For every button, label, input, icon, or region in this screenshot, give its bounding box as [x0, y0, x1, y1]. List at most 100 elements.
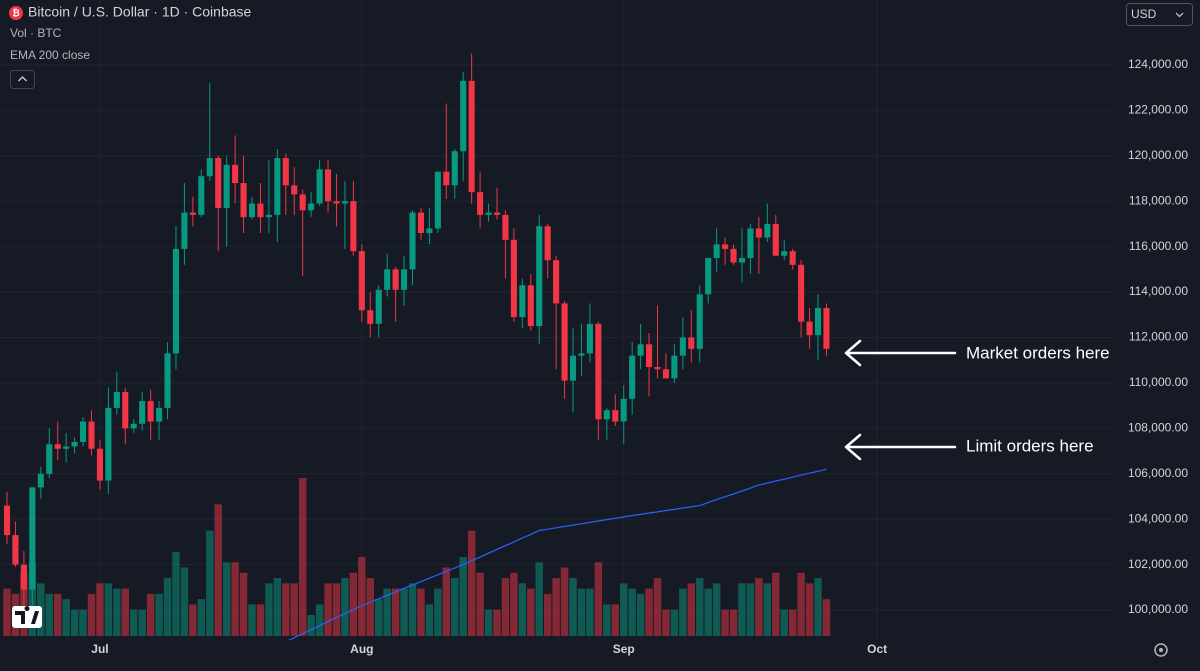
- volume-bar: [172, 551, 180, 636]
- volume-bar: [552, 578, 560, 636]
- candle-body: [679, 337, 686, 356]
- candle-body: [409, 212, 416, 270]
- candle-body: [798, 264, 805, 322]
- volume-bar: [239, 572, 248, 636]
- candle-body: [536, 226, 543, 327]
- candle-body: [637, 344, 644, 356]
- y-tick-label: 110,000.00: [1129, 375, 1188, 389]
- volume-bar: [543, 593, 552, 636]
- candle-body: [232, 164, 239, 184]
- candle-body: [789, 251, 796, 265]
- candle-body: [612, 410, 619, 422]
- volume-bar: [535, 562, 543, 636]
- volume-bar: [603, 604, 611, 636]
- volume-bar: [577, 588, 586, 636]
- candle-body: [274, 158, 281, 215]
- volume-bar: [442, 567, 451, 636]
- volume-bar: [391, 588, 400, 636]
- candle-body: [308, 203, 315, 211]
- symbol-icon: [9, 6, 23, 20]
- y-tick-label: 124,000.00: [1128, 57, 1188, 71]
- candle-body: [37, 473, 44, 488]
- brand-logo: [12, 606, 42, 628]
- currency-select[interactable]: [1126, 3, 1193, 26]
- volume-bar: [282, 583, 290, 636]
- volume-bar: [273, 578, 282, 636]
- candle-body: [755, 228, 762, 238]
- annotation: Limit orders here: [966, 436, 1094, 455]
- candle-body: [164, 353, 171, 408]
- volume-bar: [493, 609, 501, 636]
- candle-body: [54, 444, 61, 449]
- candle-body: [240, 183, 247, 218]
- volume-bar: [248, 604, 256, 636]
- candle-body: [553, 260, 560, 304]
- candle-body: [367, 310, 374, 324]
- candle-body: [46, 444, 53, 474]
- candle-body: [629, 355, 636, 399]
- volume-bar: [298, 478, 307, 636]
- settings-button[interactable]: [1154, 643, 1168, 657]
- candle-body: [316, 169, 323, 204]
- collapse-button[interactable]: [10, 70, 35, 89]
- candle-body: [460, 80, 467, 152]
- candle-body: [561, 303, 568, 381]
- volume-bar: [146, 593, 155, 636]
- candle-pane: [3, 53, 830, 620]
- volume-bar: [746, 583, 755, 636]
- volume-pane: [3, 478, 831, 636]
- volume-bar: [459, 557, 467, 636]
- candle-body: [747, 228, 754, 258]
- candle-body: [257, 203, 264, 218]
- volume-bar: [70, 609, 79, 636]
- volume-bar: [755, 578, 763, 636]
- volume-bar: [467, 530, 476, 636]
- volume-bar: [670, 609, 679, 636]
- candle-body: [113, 391, 120, 408]
- candle-body: [384, 269, 391, 290]
- volume-bar: [121, 588, 130, 636]
- volume-bar: [366, 578, 374, 636]
- x-tick-label: Jul: [91, 642, 108, 656]
- volume-bar: [349, 572, 358, 636]
- candle-body: [96, 448, 103, 481]
- volume-bar: [189, 604, 197, 636]
- candle-body: [688, 337, 695, 349]
- volume-bar: [704, 588, 712, 636]
- volume-bar: [569, 578, 577, 636]
- volume-bar: [763, 583, 772, 636]
- volume-bar: [451, 578, 459, 636]
- volume-bar: [518, 583, 527, 636]
- volume-bar: [400, 588, 408, 636]
- candle-body: [806, 321, 813, 336]
- volume-bar: [214, 504, 222, 636]
- candle-body: [80, 421, 87, 442]
- volume-bar: [586, 588, 594, 636]
- volume-bar: [772, 572, 780, 636]
- settings-icon[interactable]: [1154, 643, 1168, 657]
- candle-body: [198, 176, 205, 215]
- candle-body: [29, 487, 36, 590]
- candle-body: [248, 203, 256, 218]
- currency-label: USD: [1131, 7, 1157, 21]
- candle-body: [814, 307, 822, 336]
- y-tick-label: 122,000.00: [1128, 103, 1188, 117]
- annotation-arrow: [844, 339, 957, 367]
- volume-bar: [180, 567, 189, 636]
- candle-body: [223, 164, 230, 209]
- volume-bar: [619, 583, 628, 636]
- ema-legend[interactable]: EMA 200 close: [10, 48, 90, 62]
- annotation: Market orders here: [966, 343, 1110, 362]
- volume-bar: [408, 583, 417, 636]
- candle-body: [578, 353, 585, 356]
- volume-bar: [805, 583, 814, 636]
- candle-body: [63, 446, 70, 449]
- symbol-icon-glyph: ₿: [12, 8, 19, 18]
- volume-bar: [197, 599, 206, 636]
- volume-bar: [687, 583, 696, 636]
- y-tick-label: 100,000.00: [1128, 602, 1188, 616]
- axes: 100,000.00 102,000.00 104,000.00 106,000.00…: [91, 57, 1188, 656]
- volume-bar: [206, 530, 214, 636]
- volume-bar: [738, 583, 746, 636]
- candle-body: [485, 212, 492, 215]
